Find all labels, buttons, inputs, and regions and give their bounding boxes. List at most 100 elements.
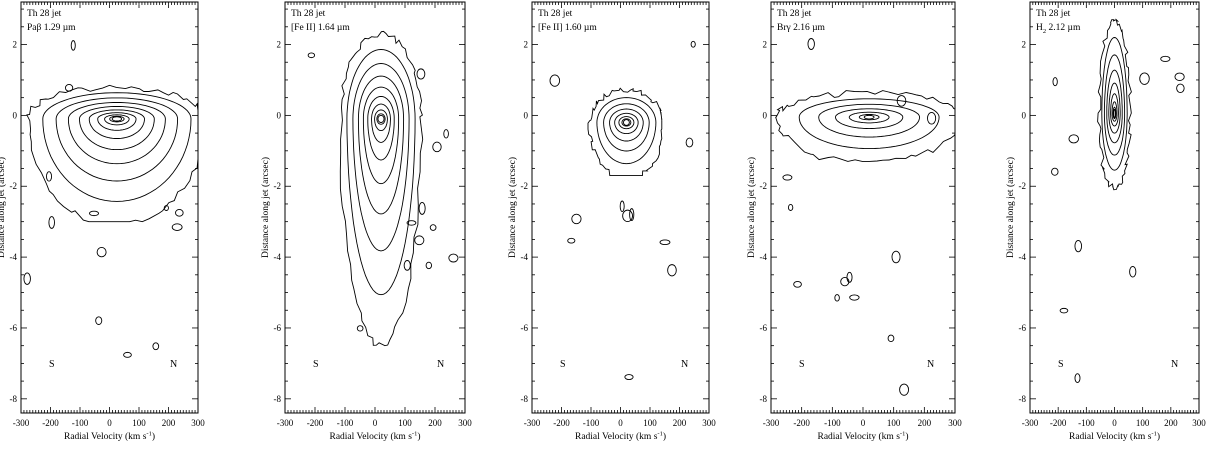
noise-speck [418, 202, 426, 215]
contour-level-10 [339, 30, 424, 347]
y-tick-label: -4 [760, 252, 768, 262]
noise-speck [1059, 307, 1069, 314]
x-tick-label: 200 [162, 418, 176, 428]
noise-speck [899, 383, 910, 396]
x-axis-label: Radial Velocity (km s-1) [329, 431, 420, 443]
noise-speck [667, 264, 677, 277]
line-label: [Fe II] 1.64 µm [291, 23, 350, 33]
y-tick-label: -8 [1019, 394, 1027, 404]
noise-speck [659, 239, 671, 246]
noise-speck [432, 141, 442, 153]
contour-level-7 [775, 90, 956, 162]
x-tick-label: 0 [373, 418, 378, 428]
y-tick-label: -6 [274, 323, 282, 333]
x-tick-label: 100 [887, 418, 901, 428]
contour-level-8 [55, 97, 179, 182]
noise-speck [927, 111, 937, 125]
contour-level-4 [614, 112, 639, 135]
noise-speck [807, 38, 815, 50]
noise-speck [1052, 77, 1058, 87]
contour-level-2 [376, 113, 386, 125]
contour-level-1 [623, 119, 630, 126]
line-label: H2 2.12 µm [1036, 23, 1081, 35]
y-tick-label: 2 [1022, 40, 1027, 50]
contour-level-2 [621, 118, 632, 127]
y-tick-label: -4 [10, 252, 18, 262]
noise-speck [1074, 239, 1083, 253]
x-tick-label: -100 [583, 418, 600, 428]
x-tick-label: 100 [643, 418, 657, 428]
y-tick-label: -4 [521, 252, 529, 262]
noise-speck [846, 271, 853, 283]
x-tick-label: -300 [277, 418, 294, 428]
contour-level-2 [858, 114, 880, 121]
x-axis-label: Radial Velocity (km s-1) [1069, 431, 1160, 443]
y-tick-label: 0 [13, 110, 18, 120]
contour-set [339, 30, 424, 347]
noise-speck [567, 237, 576, 244]
noise-contours [1051, 55, 1185, 384]
noise-speck [23, 272, 31, 285]
x-tick-label: -300 [763, 418, 780, 428]
south-marker: S [799, 359, 805, 370]
south-marker: S [1058, 359, 1064, 370]
y-tick-label: -6 [760, 323, 768, 333]
x-tick-label: -200 [793, 418, 810, 428]
panel-title: Th 28 jet [27, 9, 62, 19]
y-tick-label: 2 [763, 40, 768, 50]
contour-level-3 [848, 111, 890, 124]
y-tick-label: 2 [13, 40, 18, 50]
x-tick-label: 100 [398, 418, 412, 428]
x-tick-label: -100 [824, 418, 841, 428]
noise-speck [443, 129, 449, 139]
contour-level-8 [1101, 37, 1128, 171]
noise-speck [46, 171, 53, 182]
y-tick-label: 0 [763, 110, 768, 120]
noise-speck [416, 68, 426, 80]
panel-3: -300 -200 -100 0 100 200 300 2 0 -2 -4 -6 -8 Radial V… [507, 1, 716, 443]
y-tick-label: -8 [10, 394, 18, 404]
y-axis-label: Distance along jet (arcsec) [1005, 157, 1016, 258]
contour-level-5 [818, 103, 921, 138]
x-tick-label: -100 [72, 418, 89, 428]
y-tick-label: -2 [274, 181, 282, 191]
noise-speck [1174, 72, 1185, 82]
y-axis-label: Distance along jet (arcsec) [260, 157, 271, 258]
x-tick-label: -200 [1050, 418, 1067, 428]
y-tick-label: -6 [10, 323, 18, 333]
x-tick-label: 300 [458, 418, 472, 428]
y-tick-label: -8 [274, 394, 282, 404]
north-marker: N [170, 359, 177, 370]
x-tick-label: 200 [673, 418, 687, 428]
y-tick-label: -2 [760, 181, 768, 191]
contour-level-1 [111, 116, 123, 122]
y-tick-label: -2 [521, 181, 529, 191]
contour-level-1 [863, 114, 875, 120]
noise-speck [840, 276, 850, 287]
panel-title: Th 28 jet [291, 9, 326, 19]
panel-1: -300 -200 -100 0 100 200 300 2 0 -2 -4 -6 -8 Radial V… [0, 1, 205, 443]
contour-level-3 [374, 109, 388, 132]
x-tick-label: 300 [191, 418, 205, 428]
x-tick-label: 300 [948, 418, 962, 428]
contour-level-6 [78, 106, 155, 151]
noise-speck [690, 40, 696, 48]
contour-level-9 [42, 92, 192, 202]
north-marker: N [927, 359, 934, 370]
contour-level-1 [377, 114, 385, 123]
noise-speck [896, 95, 907, 107]
contour-set [775, 90, 956, 162]
south-marker: S [49, 359, 55, 370]
x-axis-label: Radial Velocity (km s-1) [575, 431, 666, 443]
y-tick-label: -2 [10, 181, 18, 191]
x-tick-label: -200 [553, 418, 570, 428]
noise-speck [622, 209, 633, 222]
contour-level-4 [97, 112, 137, 131]
x-tick-label: -100 [337, 418, 354, 428]
noise-contours [307, 52, 459, 332]
panel-4: -300 -200 -100 0 100 200 300 2 0 -2 -4 -6 -8 Radial V… [746, 1, 962, 442]
noise-speck [1139, 72, 1150, 85]
x-axis-label: Radial Velocity (km s-1) [64, 431, 155, 443]
y-tick-label: -8 [760, 394, 768, 404]
